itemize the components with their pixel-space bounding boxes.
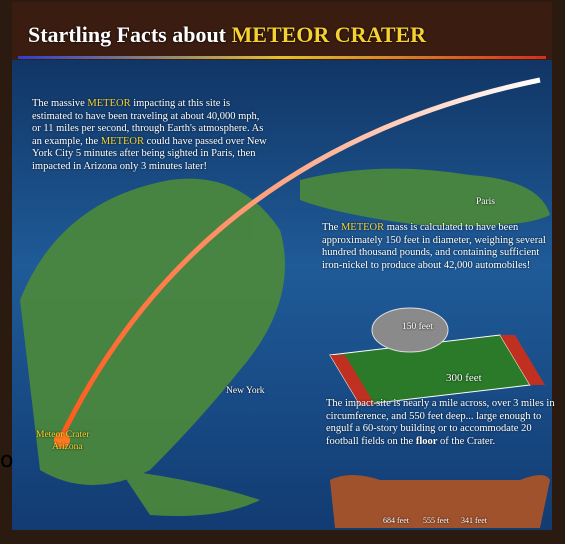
height-label: 684 feet [383, 516, 409, 525]
edge-text: o [0, 448, 13, 473]
height-label: 555 feet [423, 516, 449, 525]
paragraph: The impact site is nearly a mile across,… [326, 398, 558, 448]
figure-label: 150 feet [402, 322, 433, 332]
paragraph: The METEOR mass is calculated to have be… [322, 222, 554, 272]
map-label: Arizona [52, 442, 83, 452]
title-highlight: METEOR CRATER [232, 22, 427, 47]
title-lead: Startling Facts about [28, 22, 226, 47]
figure-label: 300 feet [446, 372, 482, 384]
highlight-text: METEOR [341, 222, 384, 233]
text: of the Crater. [437, 436, 495, 447]
height-label: 341 feet [461, 516, 487, 525]
poster-art [0, 0, 565, 544]
text: The [322, 222, 341, 233]
map-label: Paris [476, 197, 495, 207]
title: Startling Facts about METEOR CRATER [28, 22, 426, 48]
screenshot: o Startling Facts about METEOR CRATER Th… [0, 0, 565, 544]
paragraph: The massive METEOR impacting at this sit… [32, 98, 270, 173]
highlight-text: METEOR [101, 136, 144, 147]
text: The massive [32, 98, 87, 109]
highlight-text: METEOR [87, 98, 130, 109]
map-label: Meteor Crater [36, 430, 90, 440]
map-label: New York [226, 386, 265, 396]
highlight-text: floor [416, 436, 438, 447]
